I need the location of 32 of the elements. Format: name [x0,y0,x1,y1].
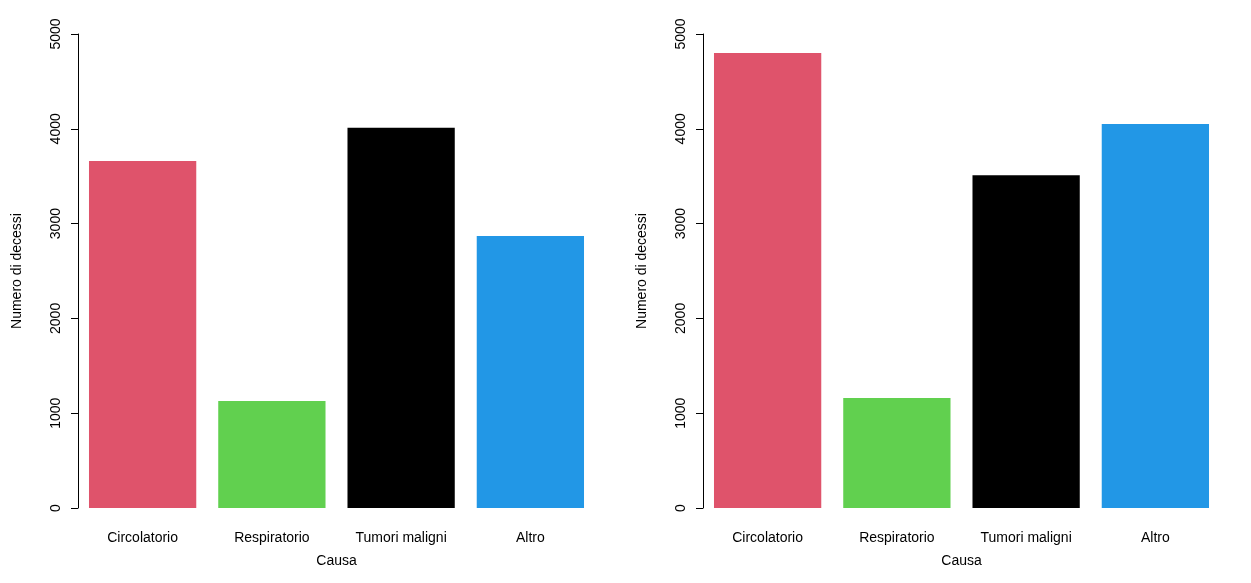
bar [218,400,326,508]
y-tick-label: 0 [47,503,63,512]
bar [88,161,197,508]
x-axis-title: Causa [316,552,357,568]
y-tick-label: 3000 [47,207,63,240]
x-tick-label: Tumori maligni [355,529,447,545]
x-tick-label: Altro [1140,529,1170,545]
y-axis-title: Numero di decessi [8,213,24,329]
y-tick-label: 4000 [47,113,63,145]
bar [347,127,455,508]
x-tick-label: Respiratorio [859,529,935,545]
bar [843,398,951,508]
y-tick-label: 1000 [47,397,63,429]
x-tick-label: Altro [515,529,545,545]
y-tick-label: 5000 [47,18,63,50]
y-axis-title: Numero di decessi [633,213,649,329]
bar [476,235,585,508]
x-tick-label: Circolatorio [107,529,179,545]
x-tick-label: Circolatorio [732,529,804,545]
y-tick-label: 1000 [672,397,688,429]
y-tick-label: 2000 [672,302,688,334]
bar [972,175,1080,508]
x-tick-label: Tumori maligni [980,529,1072,545]
y-tick-label: 3000 [672,207,688,240]
y-tick-label: 4000 [672,113,688,145]
bar [1101,124,1210,508]
y-tick-label: 0 [672,503,688,512]
y-tick-label: 2000 [47,302,63,334]
x-axis-title: Causa [941,552,982,568]
y-tick-label: 5000 [672,18,688,50]
bar [713,52,822,508]
x-tick-label: Respiratorio [234,529,310,545]
